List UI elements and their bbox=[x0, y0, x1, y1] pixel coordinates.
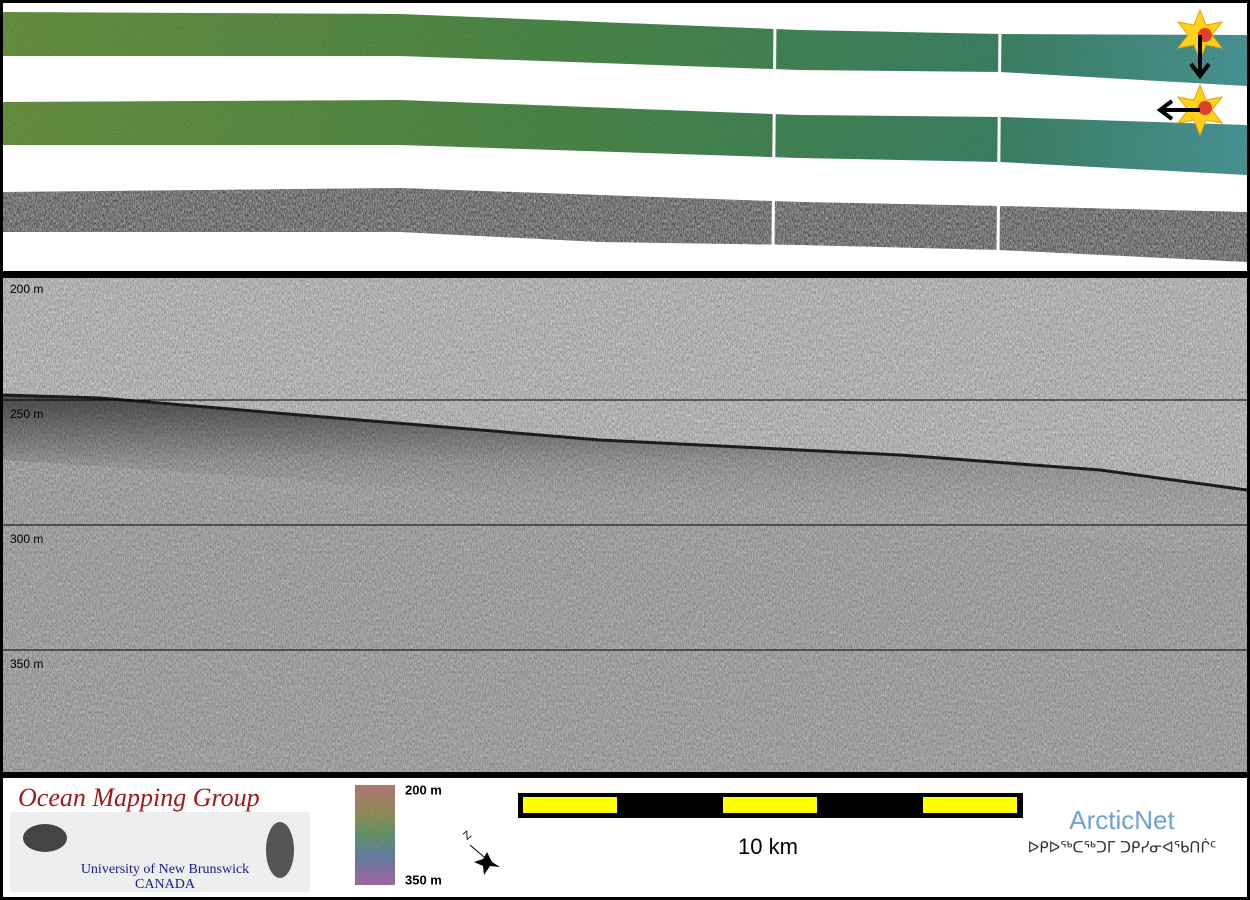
colorbar-top-label: 200 m bbox=[405, 782, 442, 797]
depth-label: 200 m bbox=[10, 282, 43, 296]
colorbar: 200 m 350 m bbox=[355, 782, 442, 887]
logo-title: Ocean Mapping Group bbox=[18, 783, 260, 812]
logo-university: University of New Brunswick bbox=[81, 862, 249, 877]
depth-label: 300 m bbox=[10, 532, 43, 546]
swath-strips bbox=[3, 12, 1247, 262]
sun-icons bbox=[1156, 8, 1224, 137]
scale-bar: 10 km bbox=[518, 793, 1023, 859]
logo-country: CANADA bbox=[135, 877, 196, 892]
echogram: 200 m 250 m 300 m 350 m bbox=[2, 278, 1248, 772]
colorbar-bottom-label: 350 m bbox=[405, 872, 442, 887]
depth-label: 350 m bbox=[10, 657, 43, 671]
scale-label: 10 km bbox=[738, 834, 798, 859]
depth-label: 250 m bbox=[10, 407, 43, 421]
partner-name: ArcticNet bbox=[1069, 805, 1175, 835]
omg-logo: Ocean Mapping Group University of New Br… bbox=[10, 783, 310, 892]
partner-syllabics: ᐅᑭᐅᖅᑕᖅᑐᒥ ᑐᑭᓯᓂᐊᖃᑎᒌᑦ bbox=[1028, 839, 1217, 857]
